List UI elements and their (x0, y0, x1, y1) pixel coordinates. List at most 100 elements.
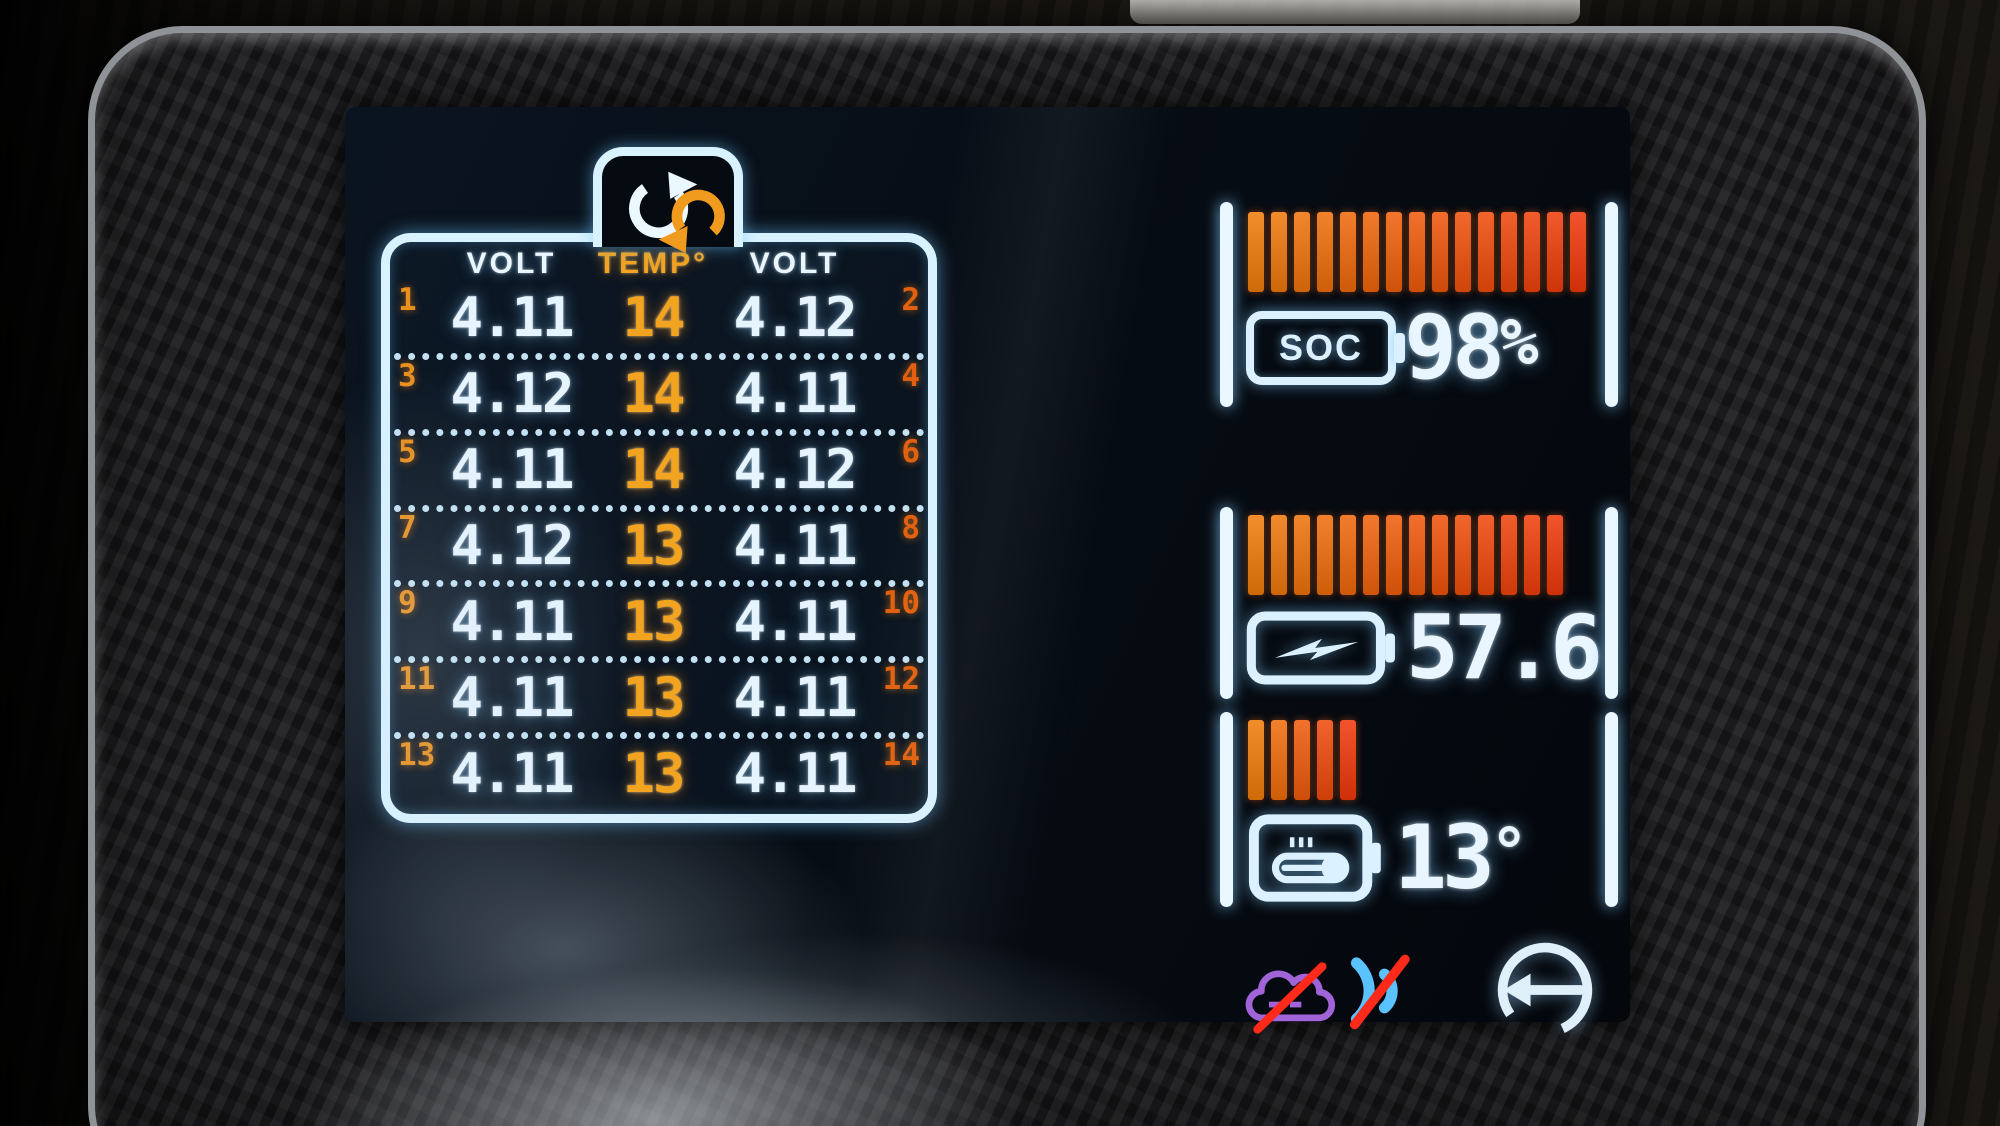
cell-temp: 13 (622, 741, 685, 805)
sound-off-icon (1350, 954, 1410, 1030)
cell-number-right: 14 (882, 737, 920, 774)
gauge-bar (1409, 212, 1425, 292)
gauge-bar (1478, 212, 1494, 292)
cell-voltage-left: 4.11 (450, 286, 574, 350)
device-bezel: VOLT TEMP° VOLT 1 4.11 14 4.12 2 3 4.12 … (88, 26, 1926, 1126)
gauge-bar (1317, 515, 1333, 595)
soc-gauge: SOC 98% (1220, 202, 1618, 407)
volt-header-left: VOLT (466, 247, 557, 280)
gauge-bar (1248, 720, 1264, 800)
cell-row: 7 4.12 13 4.11 8 (394, 512, 924, 588)
gauge-bar (1363, 212, 1379, 292)
cell-number-right: 4 (901, 357, 920, 394)
cell-number-right: 12 (882, 661, 920, 698)
gauge-bar (1524, 515, 1540, 595)
cell-voltage-left: 4.11 (450, 665, 574, 729)
soc-label: SOC (1278, 326, 1363, 368)
gauge-bar (1294, 720, 1310, 800)
cell-number-left: 7 (398, 509, 417, 546)
temperature-gauge: 13° (1220, 712, 1618, 907)
gauge-bar (1317, 212, 1333, 292)
gauge-bar (1340, 720, 1356, 800)
logo-tab (593, 147, 743, 254)
gauge-bar (1409, 515, 1425, 595)
gauge-bar (1294, 212, 1310, 292)
cell-voltage-left: 4.11 (450, 438, 574, 502)
cell-voltage-right: 4.12 (733, 438, 857, 502)
battery-thermometer-icon (1248, 814, 1381, 902)
gauge-bar (1363, 515, 1379, 595)
cell-temp: 13 (622, 589, 685, 653)
cell-number-left: 11 (398, 661, 436, 698)
gauge-bar (1547, 212, 1563, 292)
cell-table: VOLT TEMP° VOLT 1 4.11 14 4.12 2 3 4.12 … (381, 233, 937, 823)
cell-voltage-right: 4.11 (733, 665, 857, 729)
gauge-bar (1455, 212, 1471, 292)
bms-screen: VOLT TEMP° VOLT 1 4.11 14 4.12 2 3 4.12 … (345, 107, 1630, 1038)
cell-temp: 14 (622, 362, 685, 426)
cell-voltage-right: 4.11 (733, 589, 857, 653)
cycle-arrows-logo (629, 171, 725, 254)
gauge-bar (1501, 515, 1517, 595)
background-highlight (1130, 0, 1580, 24)
gauge-bar (1524, 212, 1540, 292)
temperature-value: 13° (1394, 806, 1529, 909)
status-icon-row (1220, 937, 1618, 1067)
gauge-bar (1386, 515, 1402, 595)
gauge-bar (1271, 720, 1287, 800)
gauge-bar (1271, 515, 1287, 595)
gauge-bar (1432, 515, 1448, 595)
cell-row: 13 4.11 13 4.11 14 (394, 739, 924, 808)
temperature-unit: ° (1489, 816, 1529, 890)
cell-number-right: 2 (901, 282, 920, 318)
gauge-bar (1547, 515, 1563, 595)
cell-number-left: 9 (398, 585, 417, 622)
cell-number-left: 3 (398, 357, 417, 394)
cell-row: 3 4.12 14 4.11 4 (394, 360, 924, 436)
cell-voltage-left: 4.11 (450, 589, 574, 653)
cell-voltage-left: 4.12 (450, 514, 574, 577)
gauge-bar (1570, 212, 1586, 292)
cell-voltage-right: 4.12 (733, 286, 857, 350)
cell-row: 1 4.11 14 4.12 2 (394, 284, 924, 360)
gauge-bar (1478, 515, 1494, 595)
gauge-bar (1248, 515, 1264, 595)
cell-row: 11 4.11 13 4.11 12 (394, 661, 924, 740)
gauge-bar (1340, 515, 1356, 595)
cell-number-left: 13 (398, 737, 436, 774)
table-header: VOLT TEMP° VOLT (394, 244, 924, 284)
status-panel: SOC 98% 57.6 (1220, 197, 1618, 1077)
cell-voltage-right: 4.11 (733, 362, 857, 426)
cell-temp: 13 (622, 514, 685, 577)
voltage-gauge: 57.6 (1220, 507, 1618, 699)
temp-header: TEMP° (597, 247, 709, 280)
cell-temp: 14 (622, 286, 685, 350)
cell-voltage-left: 4.11 (450, 741, 574, 805)
cell-row: 9 4.11 13 4.11 10 (394, 585, 924, 664)
voltage-bar-graph (1248, 515, 1563, 595)
cell-row: 5 4.11 14 4.12 6 (394, 436, 924, 512)
pack-voltage-value: 57.6 (1406, 596, 1603, 699)
battery-lightning-icon (1246, 611, 1395, 685)
gauge-bar (1386, 212, 1402, 292)
soc-value: 98% (1404, 295, 1539, 399)
cell-temp: 14 (622, 438, 685, 502)
cell-number-left: 1 (398, 282, 417, 318)
exit-icon (1497, 942, 1593, 1038)
soc-battery-icon: SOC (1246, 310, 1405, 385)
gauge-bar (1294, 515, 1310, 595)
temperature-bar-graph (1248, 720, 1356, 800)
gauge-bar (1455, 515, 1471, 595)
cell-number-right: 6 (901, 433, 920, 470)
gauge-bar (1340, 212, 1356, 292)
cell-temp: 13 (622, 665, 685, 729)
cell-voltage-right: 4.11 (733, 514, 857, 577)
cell-voltage-right: 4.11 (733, 741, 857, 805)
soc-unit: % (1499, 305, 1539, 380)
gauge-bar (1317, 720, 1333, 800)
cell-number-right: 8 (901, 509, 920, 546)
cell-number-right: 10 (882, 585, 920, 622)
soc-bar-graph (1248, 212, 1586, 292)
cell-number-left: 5 (398, 433, 417, 470)
